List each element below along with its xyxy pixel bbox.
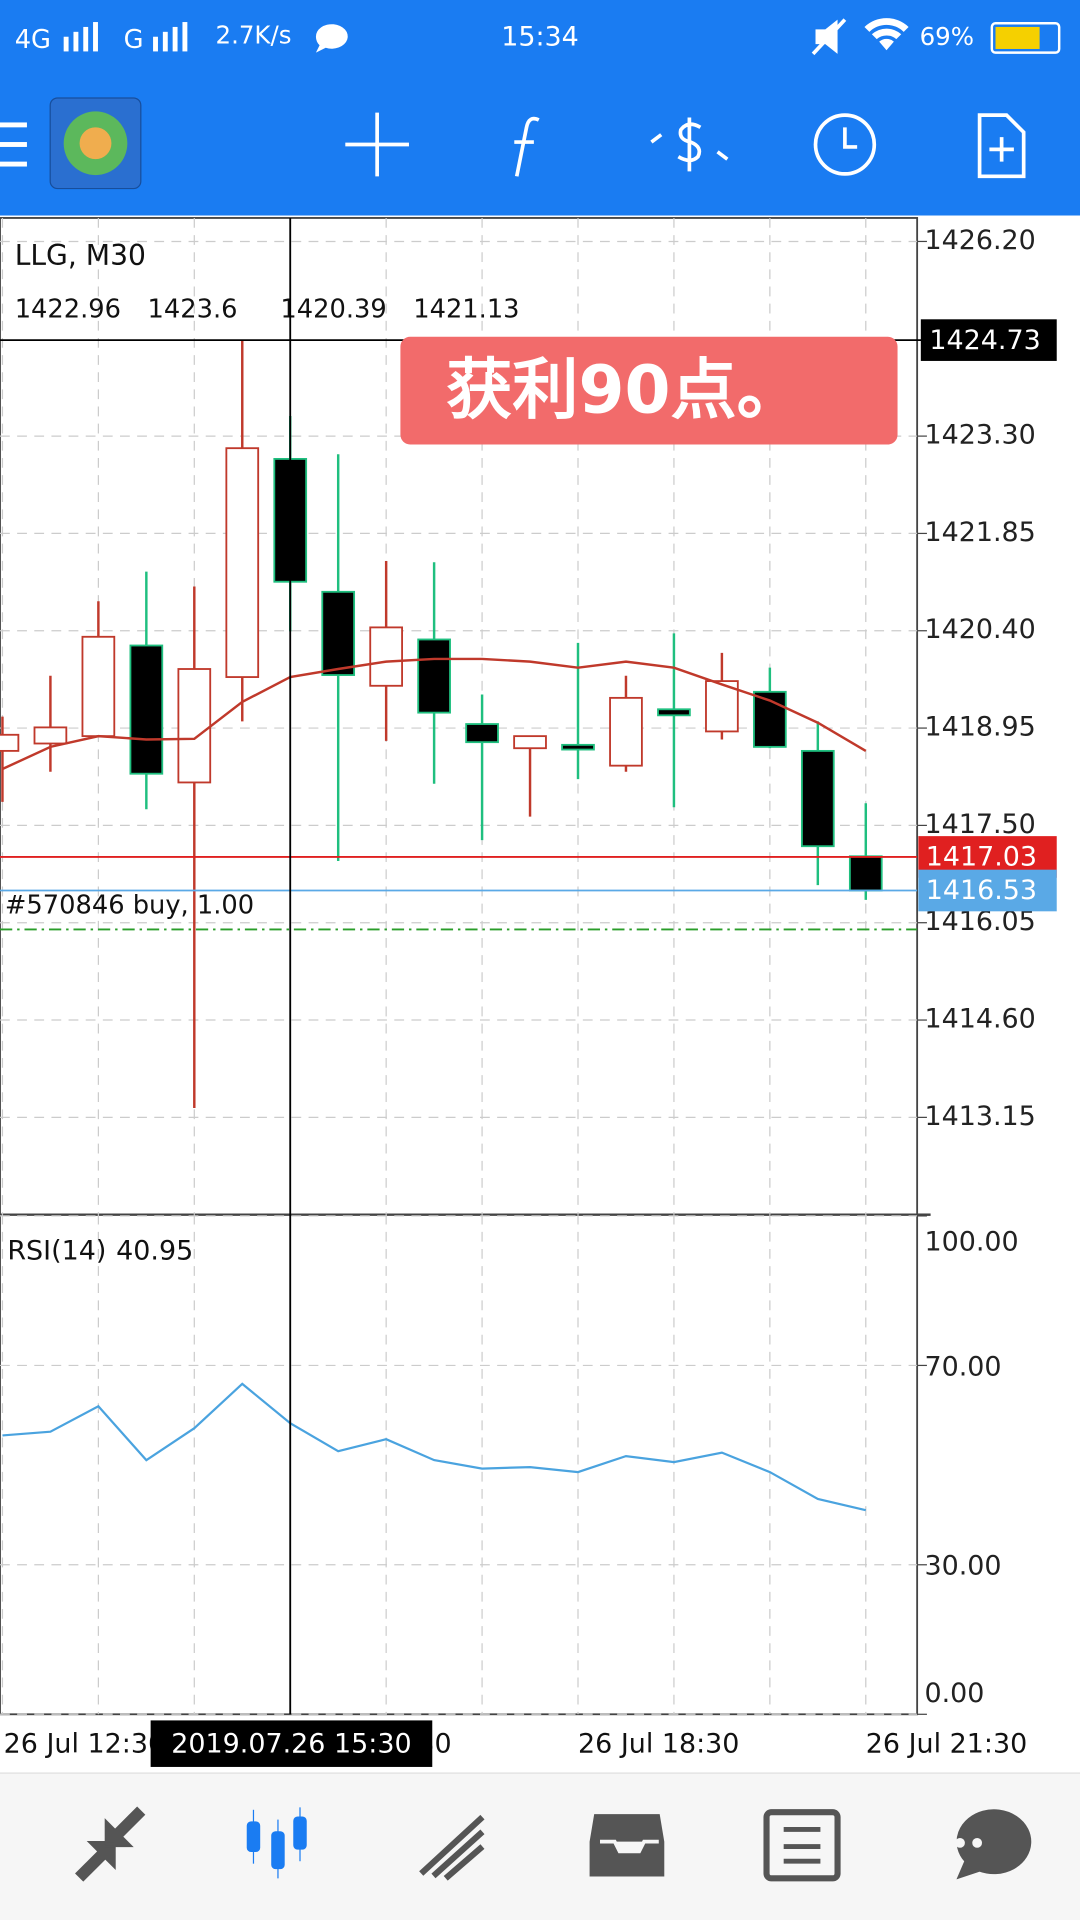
signal (182, 22, 188, 52)
y-tick-label: 1416.05 (924, 906, 1035, 937)
x-tick-label: 26 Jul 18:30 (578, 1728, 739, 1759)
annotation-box (400, 336, 898, 445)
crosshair-button[interactable] (345, 112, 409, 177)
candle-body (417, 638, 451, 714)
candle-body (81, 635, 116, 738)
period-button[interactable] (813, 113, 877, 176)
clock: 15:34 (501, 21, 579, 52)
signal (83, 26, 89, 52)
news-tab[interactable] (763, 1809, 841, 1882)
annotation: 获利90点。 (446, 351, 802, 428)
y-tick-label: 1413.15 (924, 1101, 1035, 1132)
candle-body (848, 855, 883, 892)
ohlc-readout: 1423.6 (148, 294, 238, 324)
candle-body (561, 743, 595, 751)
candle-body (800, 749, 835, 848)
y-tick-label: 1417.50 (924, 809, 1035, 840)
candle-body (369, 626, 403, 687)
grid: 100.00 70.00 30.00 0.00 1426.20 1423.30 1421.8… (0, 217, 1036, 1715)
app-logo-core (79, 127, 112, 160)
network: 4G (15, 25, 51, 55)
bottom-nav (0, 1773, 1080, 1920)
candle-body (33, 726, 68, 745)
trade-tab[interactable] (419, 1814, 485, 1881)
signal (63, 36, 69, 52)
y-tick-label: 1420.40 (924, 614, 1035, 645)
ohlc-readout: 1420.39 (280, 294, 386, 324)
network: G (124, 25, 144, 55)
speed: 2.7K/s (216, 21, 292, 50)
menu-button[interactable] (0, 122, 27, 167)
crosshair-price-box (920, 319, 1057, 361)
y-tick-label: 70.00 (924, 1351, 1001, 1382)
crosshair-time-box (150, 1720, 433, 1767)
signal (172, 26, 178, 52)
toolbar (0, 97, 1026, 190)
status-bar: 4G G 2.7K/s 15:34 69% (15, 18, 1061, 56)
x-tick-label: 26 Jul 21:30 (866, 1728, 1027, 1759)
signal (153, 36, 158, 52)
candle-body (705, 680, 739, 733)
candle-body (177, 668, 212, 784)
order-label: #570846 buy, 1.00 (5, 891, 254, 921)
y-tick-label: 1423.30 (924, 420, 1035, 451)
quotes-tab[interactable] (75, 1806, 146, 1882)
ohlc-readout: 1421.13 (413, 294, 519, 324)
price-label-box (918, 869, 1057, 912)
rsi-line (2, 1382, 867, 1512)
y-tick-label: 1421.85 (924, 517, 1035, 548)
crosshair-price: 1424.73 (929, 325, 1040, 356)
new-order-button[interactable] (977, 113, 1026, 179)
y-tick-label: 1414.60 (924, 1004, 1035, 1035)
chat-icon (315, 24, 348, 53)
history-tab[interactable] (585, 1810, 668, 1881)
candle-body (657, 708, 691, 717)
candle-body (465, 723, 499, 744)
mute-slash (811, 18, 847, 56)
ohlc-readout: 1422.96 (15, 294, 121, 324)
y-tick-label: 1418.95 (924, 712, 1035, 743)
chart-tab[interactable] (246, 1807, 307, 1879)
trade-button[interactable] (650, 117, 729, 172)
y-tick-label: 0.00 (924, 1678, 984, 1709)
signal (73, 31, 79, 52)
battery-level (995, 26, 1040, 49)
y-tick-label: 1426.20 (924, 225, 1035, 256)
battery-text: 69% (920, 22, 974, 51)
moving-average (1, 657, 867, 771)
indicator-name: RSI(14) (7, 1235, 106, 1266)
top-bar (0, 0, 1080, 216)
indicators-button[interactable] (514, 116, 540, 177)
candle-body (0, 733, 20, 752)
chat-tab[interactable] (956, 1809, 1032, 1880)
candle-body (753, 690, 787, 748)
candle-body (513, 735, 547, 750)
price-label: 1416.53 (926, 875, 1037, 906)
crosshair-time: 2019.07.26 15:30 (171, 1728, 411, 1759)
y-tick-label: 30.00 (924, 1551, 1001, 1582)
indicator-value: 40.95 (116, 1235, 193, 1266)
signal (93, 22, 98, 52)
chart-title: LLG, M30 (15, 239, 146, 272)
y-tick-label: 100.00 (924, 1226, 1018, 1257)
candle-body (129, 644, 164, 775)
chart-title: RSI(14) 40.95 (7, 1235, 193, 1266)
x-tick-label: 26 Jul 12:30 (4, 1728, 165, 1759)
candle-body (609, 696, 643, 767)
signal (162, 31, 168, 52)
wifi-icon (864, 18, 909, 51)
price-label: 1417.03 (926, 842, 1037, 873)
candle-body (321, 590, 356, 676)
candle-body (225, 447, 260, 678)
battery (990, 22, 1061, 54)
